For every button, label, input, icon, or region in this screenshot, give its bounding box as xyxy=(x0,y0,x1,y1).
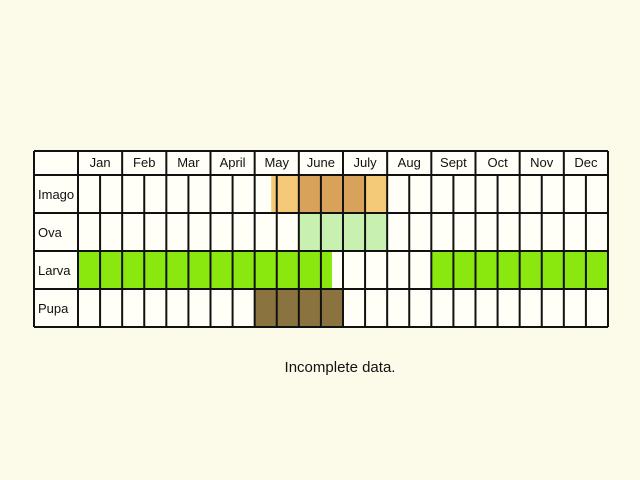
month-label: Dec xyxy=(574,155,598,170)
stage-label: Imago xyxy=(38,187,74,202)
month-label: July xyxy=(354,155,378,170)
month-label: May xyxy=(264,155,289,170)
month-label: Nov xyxy=(530,155,554,170)
month-label: Feb xyxy=(133,155,155,170)
month-label: Aug xyxy=(398,155,421,170)
stage-segment-imago xyxy=(365,175,388,213)
month-label: Sept xyxy=(440,155,467,170)
month-label: Jan xyxy=(90,155,111,170)
incomplete-data-note: Incomplete data. xyxy=(284,359,396,376)
stage-segment-imago xyxy=(298,175,366,213)
month-label: April xyxy=(220,155,246,170)
month-label: Mar xyxy=(177,155,200,170)
month-label: Oct xyxy=(487,155,508,170)
stage-label: Larva xyxy=(38,263,71,278)
stage-label: Pupa xyxy=(38,301,69,316)
stage-segment-imago xyxy=(271,175,277,213)
stage-segment-larva xyxy=(78,251,332,289)
stage-segment-imago xyxy=(276,175,299,213)
stage-label: Ova xyxy=(38,225,63,240)
month-label: June xyxy=(307,155,335,170)
